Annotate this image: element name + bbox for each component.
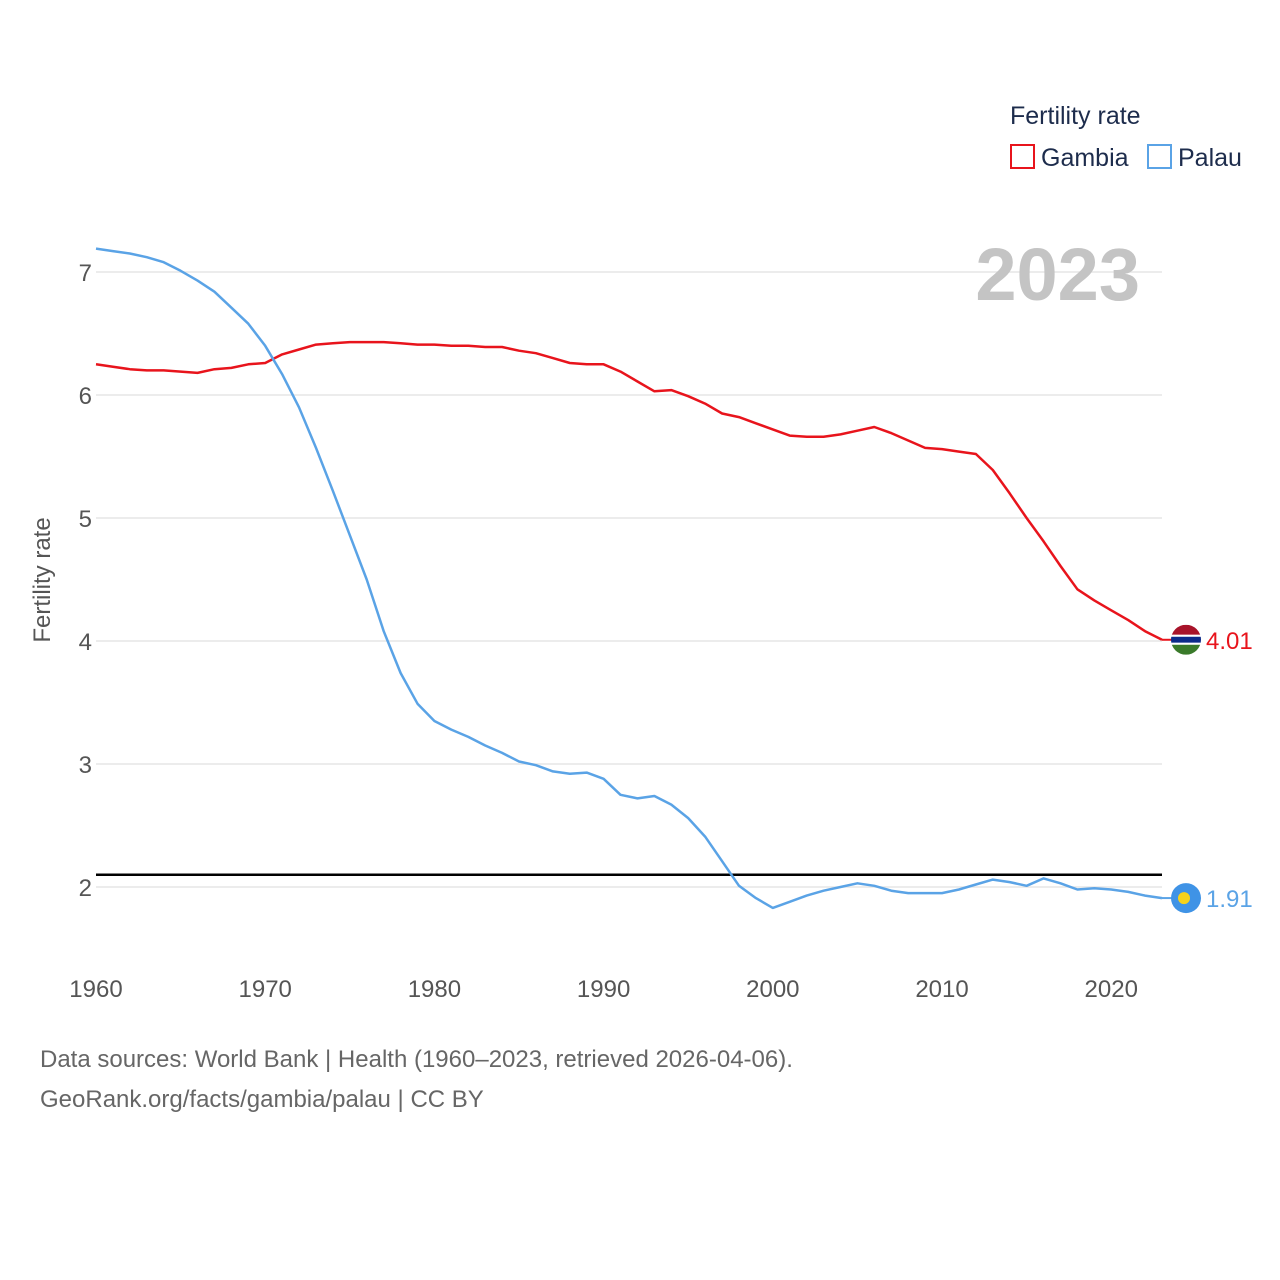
legend-label-palau: Palau — [1178, 144, 1242, 172]
x-tick-label: 2000 — [746, 976, 799, 1003]
x-tick-label: 1980 — [408, 976, 461, 1003]
footer-attribution: GeoRank.org/facts/gambia/palau | CC BY — [40, 1086, 484, 1113]
flag-gambia-icon — [1171, 624, 1201, 655]
y-tick-label: 6 — [79, 383, 92, 410]
legend-swatch-gambia — [1010, 144, 1035, 169]
y-tick-label: 3 — [79, 752, 92, 779]
series-line-palau — [95, 247, 1163, 910]
end-markers: 4.01 1.91 — [1162, 624, 1253, 914]
legend: Fertility rate Gambia Palau — [1010, 102, 1242, 172]
gridlines — [96, 271, 1162, 888]
y-axis-ticks: 2 3 4 5 6 7 — [79, 260, 92, 902]
legend-label-gambia: Gambia — [1041, 144, 1129, 172]
series-lines — [95, 247, 1163, 910]
legend-title: Fertility rate — [1010, 102, 1141, 130]
x-axis-ticks: 1960 1970 1980 1990 2000 2010 2020 — [69, 976, 1138, 1003]
x-tick-label: 1990 — [577, 976, 630, 1003]
series-line-gambia — [95, 340, 1163, 641]
fertility-rate-chart: 2 3 4 5 6 7 1960 1970 1980 1990 2000 2010 2020 Fert… — [29, 102, 1253, 1003]
footer-sources: Data sources: World Bank | Health (1960–… — [40, 1046, 793, 1073]
y-axis-title: Fertility rate — [29, 517, 56, 642]
year-label: 2023 — [975, 233, 1140, 316]
end-value-label-palau: 1.91 — [1206, 886, 1253, 913]
y-tick-label: 4 — [79, 629, 92, 656]
x-tick-label: 1970 — [239, 976, 292, 1003]
flag-palau-icon — [1171, 883, 1201, 914]
y-tick-label: 5 — [79, 506, 92, 533]
footer: Data sources: World Bank | Health (1960–… — [40, 1040, 793, 1120]
x-tick-label: 2010 — [915, 976, 968, 1003]
end-value-label-gambia: 4.01 — [1206, 628, 1253, 655]
legend-swatch-palau — [1147, 144, 1172, 169]
x-tick-label: 2020 — [1085, 976, 1138, 1003]
y-tick-label: 2 — [79, 875, 92, 902]
y-tick-label: 7 — [79, 260, 92, 287]
x-tick-label: 1960 — [69, 976, 122, 1003]
